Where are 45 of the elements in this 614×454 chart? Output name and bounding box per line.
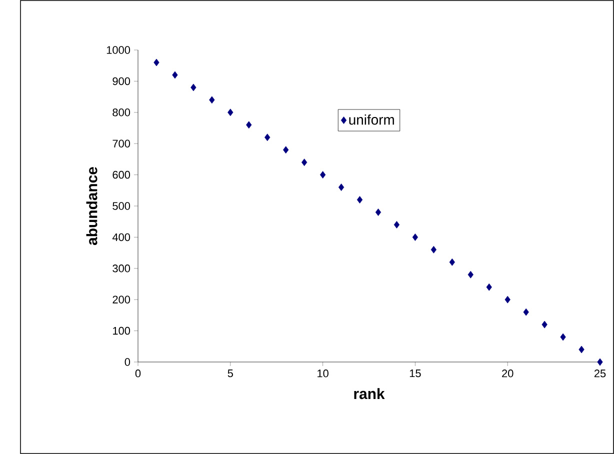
point bbox=[320, 171, 326, 178]
y-tick-label: 300 bbox=[112, 264, 130, 272]
y-tick-label: 600 bbox=[112, 170, 130, 179]
point bbox=[283, 146, 289, 154]
y-tick-label: 200 bbox=[112, 296, 130, 304]
legend-label: uniform bbox=[349, 114, 394, 125]
point bbox=[356, 196, 363, 204]
y-tick-label: 1000 bbox=[106, 46, 130, 54]
point bbox=[264, 134, 270, 142]
x-tick-label: 20 bbox=[502, 370, 514, 378]
point bbox=[375, 208, 382, 216]
x-axis-title: rank bbox=[354, 388, 385, 400]
point bbox=[209, 96, 215, 104]
point bbox=[504, 296, 510, 304]
point bbox=[394, 221, 400, 228]
x-tick-label: 5 bbox=[228, 370, 233, 378]
x-tick-label: 10 bbox=[318, 370, 328, 378]
y-axis-title: abundance bbox=[86, 167, 98, 246]
point bbox=[449, 258, 455, 266]
point bbox=[301, 158, 308, 166]
point bbox=[172, 71, 178, 79]
y-tick-label: 100 bbox=[113, 326, 130, 335]
point bbox=[228, 108, 234, 116]
y-tick-label: 900 bbox=[112, 77, 130, 86]
point bbox=[338, 184, 344, 191]
point bbox=[412, 234, 418, 241]
y-tick-label: 0 bbox=[124, 358, 130, 366]
point bbox=[468, 270, 474, 278]
y-tick-label: 700 bbox=[112, 140, 130, 148]
point bbox=[486, 283, 492, 291]
x-tick-label: 0 bbox=[135, 370, 141, 378]
point bbox=[246, 121, 252, 129]
point bbox=[542, 320, 548, 328]
point bbox=[560, 333, 566, 341]
y-tick-label: 400 bbox=[112, 233, 130, 242]
x-tick-label: 25 bbox=[594, 370, 606, 378]
point bbox=[523, 308, 529, 316]
point bbox=[430, 246, 437, 254]
point bbox=[190, 84, 196, 92]
y-tick-label: 800 bbox=[112, 108, 130, 116]
y-tick-label: 500 bbox=[112, 202, 130, 210]
point bbox=[154, 58, 160, 66]
point bbox=[597, 358, 603, 366]
point bbox=[578, 346, 584, 354]
x-tick-label: 15 bbox=[410, 370, 421, 378]
